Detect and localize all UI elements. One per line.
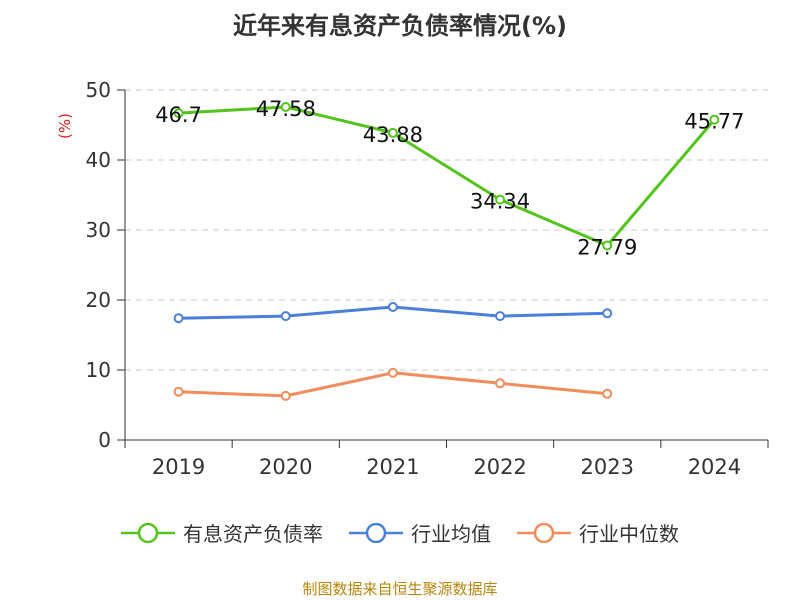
y-tick-label: 0 xyxy=(98,428,111,452)
series-line xyxy=(178,105,716,247)
x-tick-label: 2021 xyxy=(366,455,419,479)
y-axis-label: (%) xyxy=(56,113,74,139)
data-point[interactable] xyxy=(173,313,184,324)
source-footer: 制图数据来自恒生聚源数据库 xyxy=(302,580,498,598)
data-point[interactable] xyxy=(495,311,506,322)
chart-title: 近年来有息资产负债率情况(%) xyxy=(233,12,567,40)
legend-label: 有息资产负债率 xyxy=(183,522,323,546)
x-tick-label: 2019 xyxy=(152,455,205,479)
data-point[interactable] xyxy=(280,311,291,322)
legend-line-icon xyxy=(349,522,403,543)
data-label: 34.34 xyxy=(470,190,530,214)
legend-line-icon xyxy=(517,522,571,543)
x-tick-label: 2020 xyxy=(259,455,312,479)
y-tick-label: 30 xyxy=(86,218,111,242)
legend: 有息资产负债率 行业均值 行业中位数 xyxy=(0,518,800,547)
legend-line-icon xyxy=(121,522,175,543)
data-label: 47.58 xyxy=(256,97,316,121)
data-label: 27.79 xyxy=(577,235,637,259)
data-point[interactable] xyxy=(709,114,720,125)
y-tick-label: 40 xyxy=(86,148,111,172)
data-point[interactable] xyxy=(387,302,398,312)
data-point[interactable] xyxy=(387,367,398,378)
data-label: 46.7 xyxy=(155,103,202,127)
legend-item[interactable]: 有息资产负债率 xyxy=(121,518,323,547)
x-tick-label: 2024 xyxy=(688,455,741,479)
data-point[interactable] xyxy=(173,108,184,119)
x-tick-label: 2022 xyxy=(473,455,526,479)
y-tick-label: 10 xyxy=(86,358,111,382)
legend-label: 行业均值 xyxy=(411,522,491,546)
legend-label: 行业中位数 xyxy=(579,522,679,546)
data-point[interactable] xyxy=(602,308,613,319)
data-point[interactable] xyxy=(602,388,613,399)
data-point[interactable] xyxy=(602,240,613,251)
legend-item[interactable]: 行业均值 xyxy=(349,518,491,547)
legend-item[interactable]: 行业中位数 xyxy=(517,518,679,547)
data-point[interactable] xyxy=(495,378,506,389)
data-point[interactable] xyxy=(495,194,506,205)
data-point[interactable] xyxy=(173,386,184,397)
data-label: 45.77 xyxy=(684,110,744,134)
data-point[interactable] xyxy=(280,101,291,112)
y-tick-label: 20 xyxy=(86,288,111,312)
data-label: 43.88 xyxy=(363,123,423,147)
y-tick-label: 50 xyxy=(86,78,111,102)
x-tick-label: 2023 xyxy=(581,455,634,479)
data-point[interactable] xyxy=(387,127,398,138)
data-point[interactable] xyxy=(280,390,291,401)
